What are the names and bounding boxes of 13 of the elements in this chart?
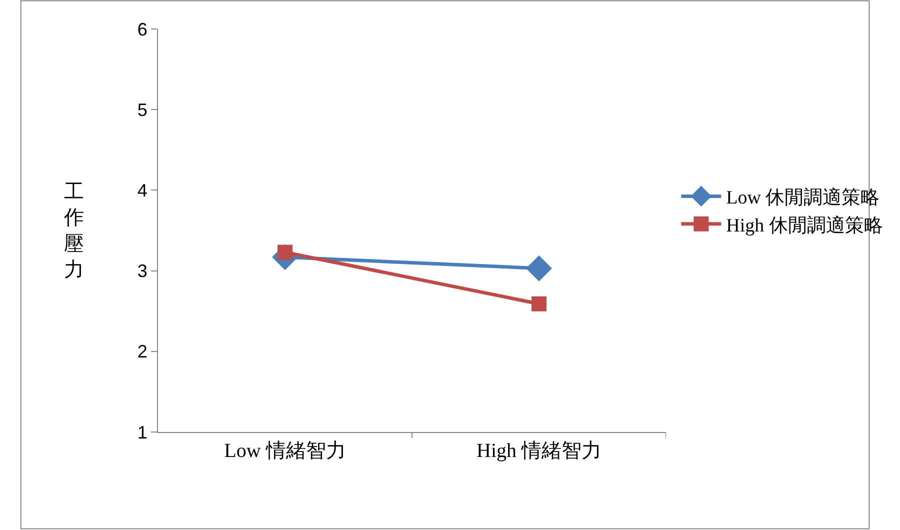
y-tick-label: 6: [137, 19, 148, 40]
legend-label: Low 休閒調適策略: [726, 186, 880, 209]
y-tick-label: 1: [137, 422, 148, 442]
y-tick-label: 5: [137, 100, 148, 120]
x-tick-label: Low 情緒智力: [224, 440, 346, 462]
legend-label: High 休閒調適策略: [726, 214, 883, 236]
x-tick-label: High 情緒智力: [476, 440, 602, 462]
point: [532, 296, 546, 312]
y-tick-label: 3: [137, 261, 148, 282]
y-axis-title: 工作壓力: [63, 181, 84, 281]
y-tick-label: 4: [137, 180, 148, 200]
point: [526, 255, 552, 282]
y-tick-label: 2: [137, 342, 148, 362]
